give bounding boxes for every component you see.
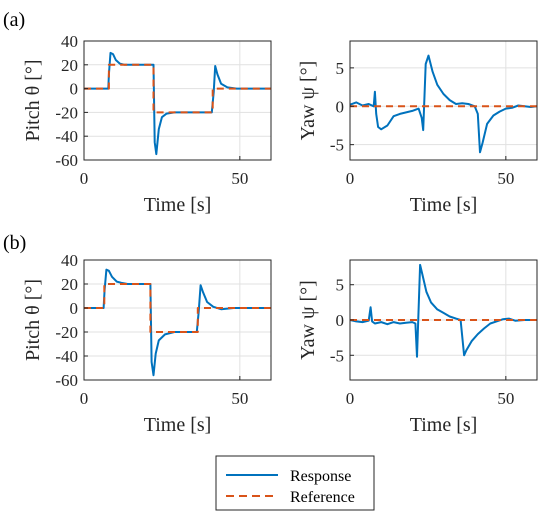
response-series-line — [350, 54, 537, 154]
axes-frame — [349, 40, 538, 161]
reference-series-line — [84, 63, 271, 114]
x-tick-label: 0 — [346, 169, 355, 188]
y-tick-label: 20 — [61, 56, 78, 75]
plot-area — [84, 41, 271, 160]
legend: Response Reference — [215, 455, 375, 511]
y-tick-label: 0 — [336, 97, 345, 116]
y-axis-label: Pitch θ [°] — [22, 279, 44, 361]
y-tick-label: 0 — [70, 80, 79, 99]
response-series-line — [84, 268, 271, 377]
x-tick-label: 50 — [497, 169, 514, 188]
y-tick-label: -40 — [55, 127, 78, 146]
y-tick-label: -60 — [55, 371, 78, 390]
panel-label-a: (a) — [3, 9, 25, 31]
y-tick-label: 0 — [336, 311, 345, 330]
x-axis-label: Time [s] — [410, 194, 478, 216]
legend-box — [215, 455, 375, 511]
x-tick-label: 0 — [80, 389, 89, 408]
plot-area — [350, 41, 537, 160]
y-axis-label: Pitch θ [°] — [22, 59, 44, 141]
y-tick-label: 5 — [336, 276, 345, 295]
x-axis-label: Time [s] — [144, 194, 212, 216]
x-tick-label: 50 — [231, 169, 248, 188]
y-tick-label: 5 — [336, 59, 345, 78]
response-series-line — [84, 51, 271, 156]
y-tick-label: 40 — [61, 251, 78, 270]
axes-frame — [83, 40, 272, 161]
y-tick-label: -5 — [330, 346, 344, 365]
x-axis-label: Time [s] — [410, 414, 478, 436]
y-tick-label: -40 — [55, 347, 78, 366]
x-tick-label: 50 — [231, 389, 248, 408]
x-axis-label: Time [s] — [144, 414, 212, 436]
x-tick-label: 0 — [80, 169, 89, 188]
y-tick-label: -5 — [330, 136, 344, 155]
y-tick-label: -20 — [55, 103, 78, 122]
x-tick-label: 0 — [346, 389, 355, 408]
x-tick-label: 50 — [497, 389, 514, 408]
y-tick-label: -20 — [55, 323, 78, 342]
legend-reference-label: Reference — [290, 489, 355, 506]
response-series-line — [350, 263, 537, 358]
y-tick-label: -60 — [55, 151, 78, 170]
y-axis-label: Yaw ψ [°] — [297, 280, 319, 360]
axes-a-pitch: -60 -40 -20 0 20 40 0 50 Time [s] Pitch θ [°] — [22, 32, 272, 216]
legend-response-label: Response — [290, 468, 351, 485]
y-tick-label: 20 — [61, 275, 78, 294]
axes-frame — [83, 259, 272, 381]
y-axis-label: Yaw ψ [°] — [297, 61, 319, 141]
y-tick-label: 40 — [61, 32, 78, 51]
axes-b-pitch: -60 -40 -20 0 20 40 0 50 Time [s] Pitch θ [°] — [22, 251, 272, 436]
reference-series-line — [84, 283, 271, 333]
panel-label-b: (b) — [3, 232, 26, 254]
y-tick-label: 0 — [70, 299, 79, 318]
